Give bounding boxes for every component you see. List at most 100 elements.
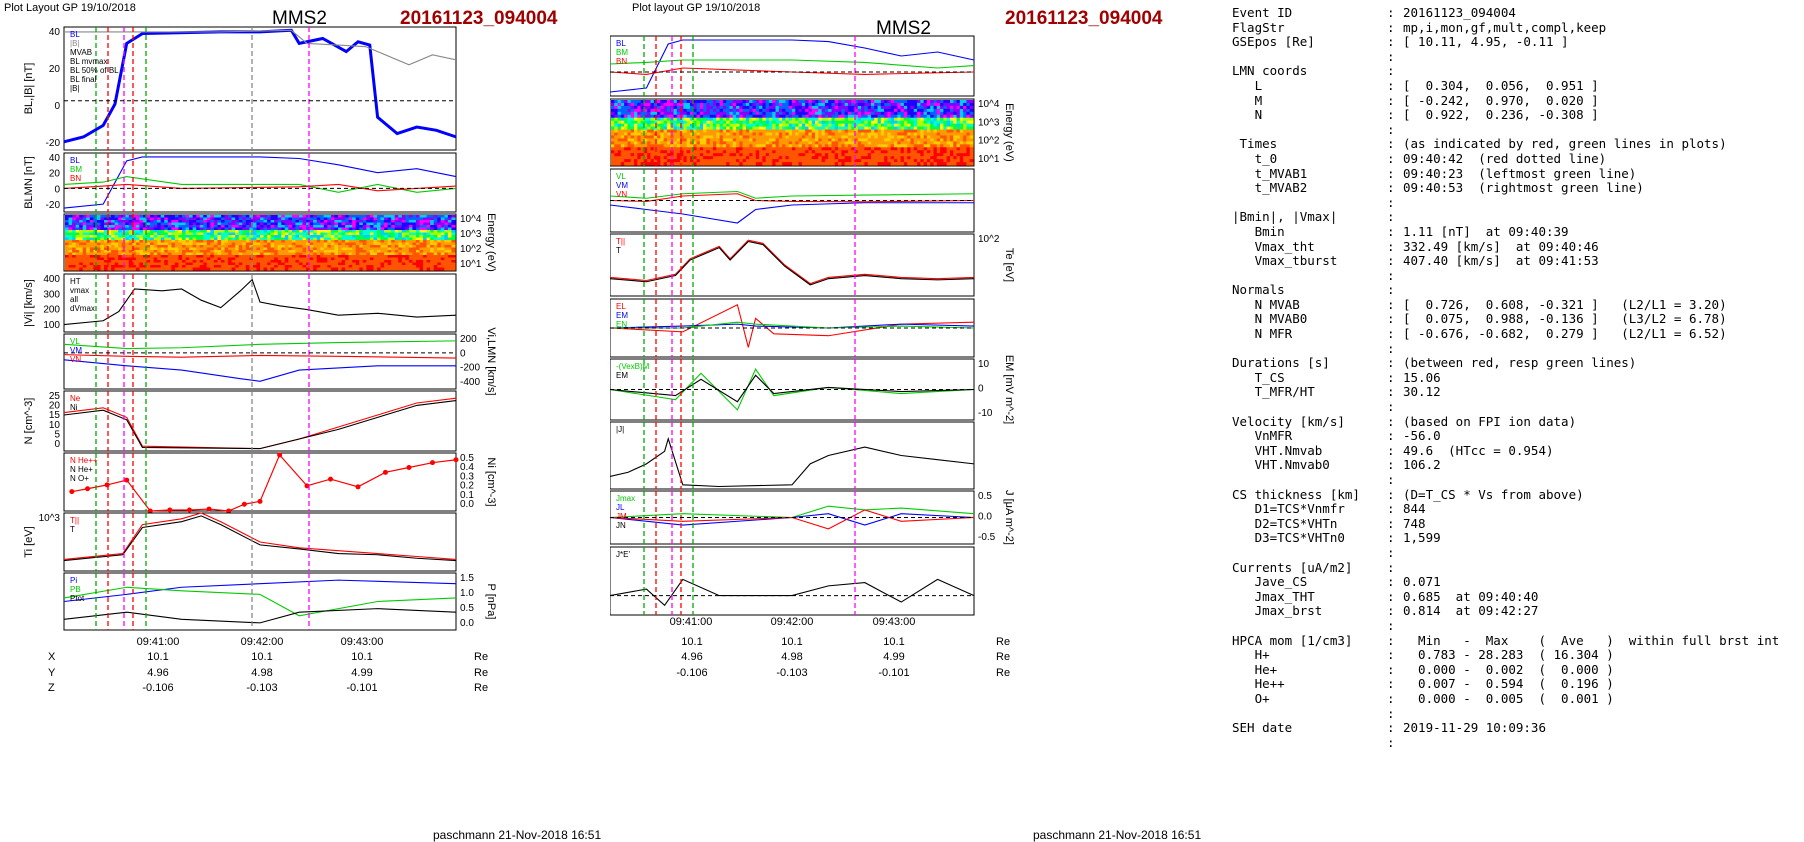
legend-entry: VM: [616, 181, 628, 190]
data-point: [356, 484, 361, 489]
data-point: [85, 486, 90, 491]
summary-colon: :: [1387, 502, 1403, 517]
panel-frame: [610, 36, 974, 96]
y-axis-label: Ni [cm^-3]: [485, 457, 497, 506]
summary-key: Event ID: [1232, 6, 1387, 21]
summary-row: D2=TCS*VHTn:748: [1232, 517, 1802, 532]
data-point: [167, 508, 172, 513]
coord-value: 4.99: [351, 667, 372, 679]
y-tick-label: 20: [49, 169, 61, 180]
summary-colon: :: [1387, 225, 1403, 240]
summary-row: :: [1232, 342, 1802, 357]
series-line: [64, 398, 456, 448]
summary-row: :: [1232, 400, 1802, 415]
series-line: [610, 40, 974, 92]
summary-key: SEH date: [1232, 721, 1387, 736]
y-axis-label: N [cm^-3]: [23, 398, 35, 445]
summary-row: Vmax_tht:332.49 [km/s] at 09:40:46: [1232, 240, 1802, 255]
summary-colon: :: [1387, 167, 1403, 182]
summary-colon: :: [1387, 94, 1403, 109]
legend-entry: BL: [616, 39, 626, 48]
legend-entry: MVAB: [70, 48, 92, 57]
summary-colon: :: [1387, 736, 1403, 751]
summary-colon: :: [1387, 283, 1403, 298]
summary-colon: :: [1387, 123, 1403, 138]
y-tick-label: -200: [460, 363, 480, 374]
legend-entry: N O+: [70, 474, 89, 483]
y-tick-label: 10^4: [460, 214, 482, 225]
legend-entry: |B|: [70, 39, 80, 48]
summary-key: Currents [uA/m2]: [1232, 561, 1387, 576]
summary-row: Jmax_brst:0.814 at 09:42:27: [1232, 604, 1802, 619]
y-axis-label: P [nPa]: [485, 584, 497, 620]
summary-key: N MVAB: [1232, 298, 1387, 313]
summary-row: :: [1232, 707, 1802, 722]
summary-colon: :: [1387, 517, 1403, 532]
y-axis-label: Vi,LMN [km/s]: [485, 327, 497, 395]
series-line: [610, 514, 974, 525]
summary-colon: :: [1387, 634, 1403, 649]
panel-frame: [64, 27, 456, 150]
panel-frame: [64, 153, 456, 212]
summary-key: Jmax_brst: [1232, 604, 1387, 619]
summary-value: 30.12: [1403, 384, 1441, 399]
y-tick-label: 10^3: [460, 229, 482, 240]
summary-value: 0.007 - 0.594 ( 0.196 ): [1403, 676, 1614, 691]
data-point: [454, 457, 459, 462]
y-axis-label: Ti [eV]: [23, 526, 35, 557]
series-line: [64, 280, 456, 325]
summary-key: D2=TCS*VHTn: [1232, 517, 1387, 532]
summary-colon: :: [1387, 531, 1403, 546]
summary-value: [ 0.922, 0.236, -0.308 ]: [1403, 107, 1599, 122]
coord-value: -0.101: [346, 682, 377, 694]
summary-value: mp,i,mon,gf,mult,compl,keep: [1403, 20, 1606, 35]
summary-row: H+: 0.783 - 28.283 ( 16.304 ): [1232, 648, 1802, 663]
summary-row: T_MFR/HT:30.12: [1232, 385, 1802, 400]
left-footer: paschmann 21-Nov-2018 16:51: [433, 828, 601, 842]
legend-entry: JL: [616, 503, 625, 512]
summary-value: 0.783 - 28.283 ( 16.304 ): [1403, 647, 1614, 662]
data-point: [105, 482, 110, 487]
summary-value: 0.000 - 0.002 ( 0.000 ): [1403, 662, 1614, 677]
y-tick-label: -20: [46, 138, 61, 149]
time-tick-label: 09:43:00: [873, 616, 916, 628]
series-line: [64, 355, 456, 358]
y-tick-label: -10: [978, 408, 993, 419]
legend-entry: VM: [70, 346, 82, 355]
summary-row: Vmax_tburst:407.40 [km/s] at 09:41:53: [1232, 254, 1802, 269]
coord-value: 10.1: [781, 636, 802, 648]
legend-entry: Jmax: [616, 494, 635, 503]
summary-row: He+: 0.000 - 0.002 ( 0.000 ): [1232, 663, 1802, 678]
coord-value: -0.103: [776, 667, 807, 679]
data-point: [258, 499, 263, 504]
summary-value: (between red, resp green lines): [1403, 355, 1636, 370]
series-line: [64, 516, 456, 561]
summary-colon: :: [1387, 692, 1403, 707]
summary-row: t_MVAB1:09:40:23 (leftmost green line): [1232, 167, 1802, 182]
data-point: [124, 478, 129, 483]
legend-entry: N He+: [70, 465, 93, 474]
y-tick-label: 0.0: [460, 499, 474, 510]
y-tick-label: -400: [460, 377, 480, 388]
summary-value: Min - Max ( Ave ) within full brst int: [1403, 633, 1779, 648]
summary-colon: :: [1387, 429, 1403, 444]
legend-entry: VL: [70, 337, 80, 346]
coord-unit: Re: [474, 682, 488, 694]
panel-frame: [64, 274, 456, 332]
summary-row: O+: 0.000 - 0.005 ( 0.001 ): [1232, 692, 1802, 707]
y-tick-label: 0.5: [460, 603, 474, 614]
y-tick-label: 10^3: [39, 513, 61, 524]
y-tick-label: 10^2: [460, 244, 482, 255]
coord-value: 4.98: [781, 651, 802, 663]
summary-value: 1,599: [1403, 530, 1441, 545]
legend-entry: -(VexB)M: [616, 362, 650, 371]
summary-key: FlagStr: [1232, 21, 1387, 36]
y-axis-label: J [μA m^-2]: [1003, 490, 1015, 545]
legend-entry: EM: [616, 371, 628, 380]
summary-colon: :: [1387, 677, 1403, 692]
series-line: [610, 60, 974, 68]
legend-entry: JM: [616, 512, 627, 521]
legend-entry: BL: [70, 156, 80, 165]
panel-frame: [610, 422, 974, 489]
summary-key: Durations [s]: [1232, 356, 1387, 371]
